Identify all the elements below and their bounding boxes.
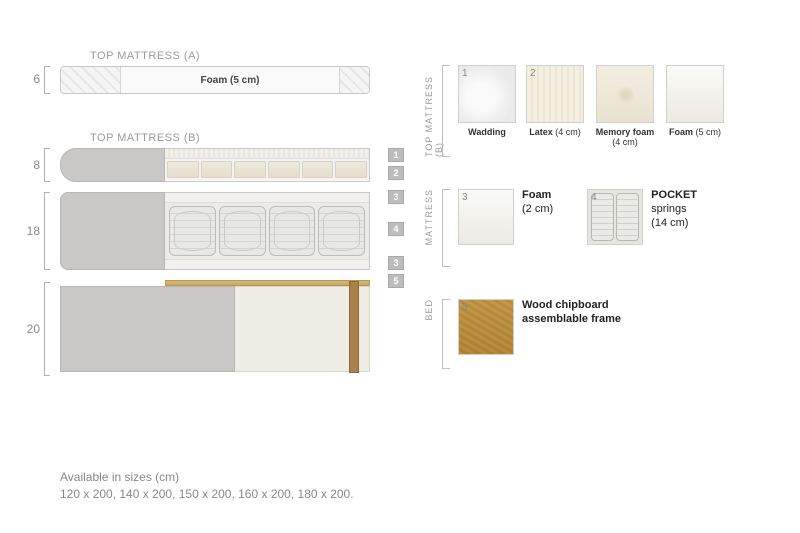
callout-2: 2: [388, 166, 404, 180]
mattress-core: [165, 192, 370, 270]
available-sizes: Available in sizes (cm) 120 x 200, 140 x…: [60, 470, 354, 501]
swatch-caption: Wood chipboard assemblable frame: [522, 299, 621, 327]
foam-swatch-icon: 3: [458, 189, 514, 245]
swatch-num: 2: [530, 68, 536, 79]
cross-section-diagram: TOP MATTRESS (A) Foam (5 cm) 6 TOP MATTR…: [60, 50, 400, 374]
foam-blocks-icon: [165, 159, 369, 180]
swatch-row: 3 Foam (2 cm) 4 POCKET springs (14 cm): [458, 189, 790, 249]
swatch-memory-foam: Memory foam (4 cm): [594, 65, 656, 148]
top-a-label: TOP MATTRESS (A): [90, 50, 400, 62]
wadding-layer-icon: [165, 149, 369, 159]
fabric-cover-icon: [60, 192, 165, 270]
swatch-pocket-springs: 4 POCKET springs (14 cm): [587, 189, 697, 249]
swatch-foam5: Foam (5 cm): [666, 65, 724, 137]
pocket-spring-swatch-icon: 4: [587, 189, 643, 245]
dimension-bracket: [44, 282, 50, 376]
callout-4: 4: [388, 222, 404, 236]
vlabel-bed: BED: [424, 299, 434, 321]
swatch-caption: Foam (2 cm): [522, 189, 553, 217]
callout-1: 1: [388, 148, 404, 162]
mattress-section: 3 4 3 5: [60, 192, 370, 270]
foam-bottom-layer-icon: [165, 259, 369, 269]
callout-3b: 3: [388, 256, 404, 270]
quilted-end-icon: [339, 67, 369, 93]
bed-section: [60, 280, 370, 374]
vlabel-top-b: TOP MATTRESS (B): [424, 65, 444, 157]
sizes-title: Available in sizes (cm): [60, 470, 354, 484]
top-mattress-b-section: TOP MATTRESS (B) 1 2: [60, 132, 400, 182]
top-mattress-a-layer: Foam (5 cm): [60, 66, 370, 94]
dim-8: 8: [22, 158, 40, 172]
pocket-springs-icon: [165, 203, 369, 259]
fabric-cover-icon: [60, 148, 165, 182]
vlabel-mattress: MATTRESS: [424, 189, 434, 245]
callout-5: 5: [388, 274, 404, 288]
dim-20: 20: [18, 322, 40, 336]
callout-3: 3: [388, 190, 404, 204]
top-b-layers: [165, 148, 370, 182]
bracket-icon: [442, 65, 450, 157]
wadding-swatch-icon: 1: [458, 65, 516, 123]
swatch-row: 1 Wadding 2 Latex (4 cm) Memory: [458, 65, 790, 148]
quilted-end-icon: [61, 67, 121, 93]
legend-top-mattress-b: TOP MATTRESS (B) 1 Wadding 2 Latex (4 cm…: [430, 65, 790, 157]
swatch-wadding: 1 Wadding: [458, 65, 516, 137]
bed-body: [60, 286, 370, 372]
bracket-icon: [442, 299, 450, 369]
latex-swatch-icon: 2: [526, 65, 584, 123]
foam-top-layer-icon: [165, 193, 369, 203]
legend-mattress: MATTRESS 3 Foam (2 cm) 4 POCKET spr: [430, 189, 790, 267]
swatch-caption: POCKET springs (14 cm): [651, 189, 697, 230]
top-mattress-b-layer: 1 2: [60, 148, 370, 182]
top-mattress-a-section: TOP MATTRESS (A) Foam (5 cm): [60, 50, 400, 94]
swatch-num: 3: [462, 192, 468, 203]
frame-cavity-icon: [235, 286, 370, 372]
swatch-caption: Wadding: [468, 127, 506, 137]
swatch-num: 1: [462, 68, 468, 79]
legend-bed: BED 5 Wood chipboard assemblable frame: [430, 299, 790, 369]
dimension-bracket: [44, 66, 50, 94]
swatch-chipboard: 5 Wood chipboard assemblable frame: [458, 299, 790, 359]
memory-foam-swatch-icon: [596, 65, 654, 123]
swatch-caption: Memory foam (4 cm): [594, 127, 656, 148]
dimension-bracket: [44, 148, 50, 182]
foam-swatch-icon: [666, 65, 724, 123]
chipboard-swatch-icon: 5: [458, 299, 514, 355]
swatch-num: 5: [462, 302, 468, 313]
swatch-foam2: 3 Foam (2 cm): [458, 189, 553, 249]
sizes-list: 120 x 200, 140 x 200, 150 x 200, 160 x 2…: [60, 487, 354, 501]
fabric-panel-icon: [60, 286, 235, 372]
wood-leg-icon: [349, 281, 359, 373]
swatch-num: 4: [591, 192, 597, 203]
swatch-latex: 2 Latex (4 cm): [526, 65, 584, 137]
swatch-caption: Latex (4 cm): [529, 127, 581, 137]
legend-panel: TOP MATTRESS (B) 1 Wadding 2 Latex (4 cm…: [430, 65, 790, 401]
dimension-bracket: [44, 192, 50, 270]
bracket-icon: [442, 189, 450, 267]
dim-18: 18: [18, 224, 40, 238]
dim-6: 6: [22, 72, 40, 86]
foam-core-label: Foam (5 cm): [121, 67, 339, 93]
swatch-caption: Foam (5 cm): [669, 127, 721, 137]
top-b-label: TOP MATTRESS (B): [90, 132, 400, 144]
